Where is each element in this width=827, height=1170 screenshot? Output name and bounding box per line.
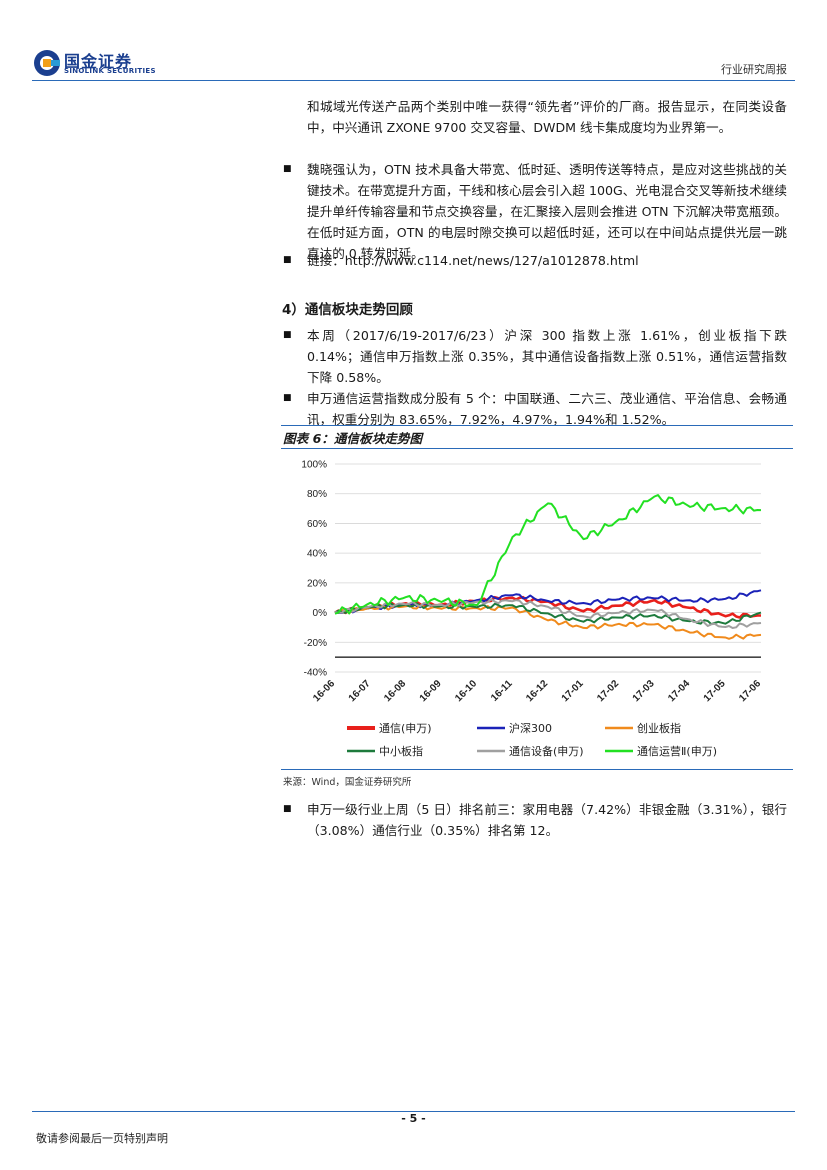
bullet-marker: ■ xyxy=(283,393,292,403)
x-tick-label: 16-08 xyxy=(382,678,408,704)
x-tick-label: 16-07 xyxy=(347,678,373,704)
y-tick-label: 0% xyxy=(313,608,328,619)
figure-title-rule xyxy=(281,448,793,449)
footer-divider xyxy=(32,1111,795,1112)
x-tick-label: 16-06 xyxy=(311,678,337,704)
section-title: 4）通信板块走势回顾 xyxy=(282,302,413,318)
sector-trend-chart: 100% 80% 60% 40% 20% 0% -20% -40% 16-06 16-07 16-… xyxy=(301,460,763,759)
header-divider xyxy=(32,80,795,81)
x-tick-label: 16-12 xyxy=(524,678,550,704)
y-tick-label: 100% xyxy=(301,460,327,471)
y-tick-label: 80% xyxy=(307,489,327,500)
x-tick-label: 16-09 xyxy=(418,678,444,704)
figure-source: 来源：Wind，国金证券研究所 xyxy=(283,777,412,788)
legend-label: 通信设备(申万) xyxy=(509,744,584,758)
bullet-marker: ■ xyxy=(283,255,292,265)
paragraph-zte-leader: 和城域光传送产品两个类别中唯一获得“领先者”评价的厂商。报告显示，在同类设备中，… xyxy=(307,99,787,135)
y-tick-label: 20% xyxy=(307,578,327,589)
x-tick-label: 17-02 xyxy=(595,678,621,704)
logo-cn-text: 国金证券 xyxy=(64,52,133,71)
paragraph-weekly-index: 本周（2017/6/19-2017/6/23）沪深 300 指数上涨 1.61%… xyxy=(307,328,787,385)
disclaimer: 敬请参阅最后一页特别声明 xyxy=(36,1132,168,1145)
paragraph-index-constituents: 申万通信运营指数成分股有 5 个：中国联通、二六三、茂业通信、平治信息、会畅通讯… xyxy=(307,391,787,427)
legend-label: 沪深300 xyxy=(509,721,552,735)
bullet-marker: ■ xyxy=(283,164,292,174)
bullet-marker: ■ xyxy=(283,330,292,340)
y-tick-label: -40% xyxy=(304,668,327,679)
brand-logo-mark xyxy=(34,50,60,76)
page-number: - 5 - xyxy=(401,1112,426,1125)
bullet-marker: ■ xyxy=(283,804,292,814)
source-link[interactable]: 链接：http://www.c114.net/news/127/a1012878… xyxy=(307,253,639,268)
x-tick-label: 17-06 xyxy=(737,678,763,704)
legend-label: 通信运营Ⅱ(申万) xyxy=(637,744,717,758)
series-line xyxy=(334,604,762,640)
y-tick-label: 60% xyxy=(307,519,327,530)
x-tick-label: 17-04 xyxy=(666,678,692,704)
series-line xyxy=(334,494,762,615)
paragraph-otn-tech: 魏晓强认为，OTN 技术具备大带宽、低时延、透明传送等特点，是应对这些挑战的关键… xyxy=(307,162,787,261)
logo-en-text: SINOLINK SECURITIES xyxy=(64,67,156,75)
figure-title: 图表 6：通信板块走势图 xyxy=(283,431,423,446)
legend-label: 中小板指 xyxy=(379,744,423,758)
x-tick-label: 17-03 xyxy=(631,678,657,704)
figure-bottom-rule xyxy=(281,769,793,770)
x-tick-label: 16-11 xyxy=(489,678,515,704)
paragraph-industry-ranking: 申万一级行业上周（5 日）排名前三：家用电器（7.42%）非银金融（3.31%）… xyxy=(307,802,787,838)
x-tick-label: 17-05 xyxy=(702,678,728,704)
series-line xyxy=(334,598,762,629)
x-tick-label: 16-10 xyxy=(453,678,479,704)
y-tick-label: 40% xyxy=(307,549,327,560)
legend-label: 通信(申万) xyxy=(379,722,432,735)
report-type: 行业研究周报 xyxy=(721,63,787,76)
legend-label: 创业板指 xyxy=(637,721,681,735)
y-tick-label: -20% xyxy=(304,638,327,649)
figure-top-rule xyxy=(281,425,793,426)
x-tick-label: 17-01 xyxy=(560,678,586,704)
